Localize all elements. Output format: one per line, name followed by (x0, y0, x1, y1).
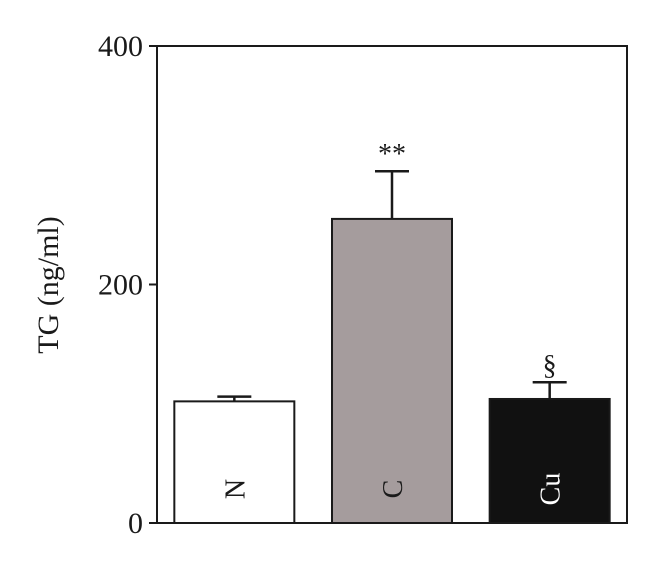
bar-n (173, 400, 296, 524)
category-label-cu: Cu (536, 473, 567, 506)
significance-marker: § (543, 350, 557, 381)
significance-marker: ** (378, 139, 406, 170)
bar-c (331, 217, 453, 524)
y-tick-label: 400 (98, 30, 143, 63)
category-label-c: C (378, 480, 409, 499)
y-axis-ticks: 0 200 400 (98, 30, 157, 540)
y-tick-label: 0 (128, 507, 143, 540)
bars-group: N C ** Cu § (173, 139, 611, 525)
y-tick-label: 200 (98, 269, 143, 302)
bar-cu (488, 397, 611, 525)
category-label-n: N (220, 479, 251, 499)
y-axis-label: TG (ng/ml) (32, 216, 65, 353)
